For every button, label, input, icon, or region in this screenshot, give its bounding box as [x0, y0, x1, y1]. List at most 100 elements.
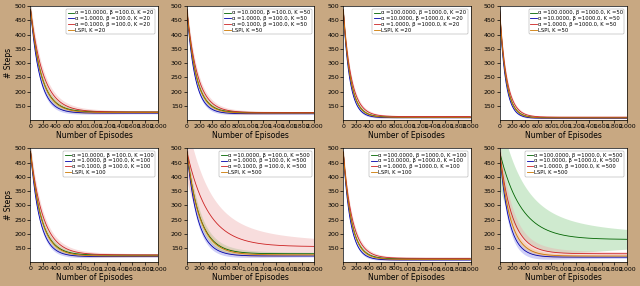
Line: α =10.0000, β =100.0, K =50: α =10.0000, β =100.0, K =50: [187, 10, 314, 113]
α =0.1000, β =100.0, K =500: [275, 244, 283, 247]
α =10.0000, β =100.0, K =20: [154, 110, 161, 114]
α =1.0000, β =100.0, K =100: [119, 255, 127, 258]
α =10.0000, β =100.0, K =50: [275, 111, 282, 114]
α =0.1000, β =100.0, K =500: [225, 231, 232, 235]
α =100.0000, β =1000.0, K =100: [431, 257, 439, 261]
LSPI, K =500: [576, 254, 584, 258]
LSPI, K =500: [623, 254, 630, 258]
α =1.0000, β =100.0, K =100: [154, 255, 161, 258]
α =1.0000, β =100.0, K =100: [27, 150, 35, 154]
α =10.0000, β =100.0, K =20: [68, 108, 76, 112]
α =0.1000, β =100.0, K =50: [275, 111, 283, 114]
LSPI, K =50: [310, 112, 318, 115]
α =10.0000, β =1000.0, K =500: [576, 255, 584, 259]
α =10.0000, β =1000.0, K =50: [537, 116, 545, 120]
α =1.0000, β =100.0, K =50: [263, 112, 271, 116]
α =100.0000, β =1000.0, K =50: [537, 116, 545, 119]
α =10.0000, β =1000.0, K =50: [576, 117, 584, 120]
α =1.0000, β =100.0, K =20: [68, 110, 76, 114]
Line: α =10.0000, β =100.0, K =500: α =10.0000, β =100.0, K =500: [187, 152, 314, 254]
Line: α =10.0000, β =1000.0, K =100: α =10.0000, β =1000.0, K =100: [343, 152, 470, 260]
α =100.0000, β =1000.0, K =500: [623, 238, 630, 241]
α =10.0000, β =100.0, K =50: [234, 110, 241, 114]
α =1.0000, β =1000.0, K =50: [546, 115, 554, 119]
Line: α =10.0000, β =1000.0, K =500: α =10.0000, β =1000.0, K =500: [500, 152, 627, 257]
LSPI, K =500: [546, 253, 554, 257]
LSPI, K =20: [27, 8, 35, 11]
α =100.0000, β =1000.0, K =20: [390, 115, 397, 119]
α =1.0000, β =100.0, K =20: [77, 111, 84, 114]
α =10.0000, β =100.0, K =500: [198, 221, 206, 225]
α =1.0000, β =1000.0, K =50: [588, 116, 595, 119]
α =10.0000, β =100.0, K =100: [154, 253, 161, 257]
Line: α =100.0000, β =1000.0, K =20: α =100.0000, β =1000.0, K =20: [343, 10, 470, 117]
LSPI, K =20: [390, 116, 397, 119]
LSPI, K =500: [588, 254, 596, 258]
α =1.0000, β =1000.0, K =500: [588, 252, 596, 255]
LSPI, K =500: [588, 254, 595, 258]
Line: LSPI, K =500: LSPI, K =500: [187, 152, 314, 255]
α =100.0000, β =1000.0, K =500: [588, 237, 595, 240]
α =0.1000, β =100.0, K =20: [68, 106, 76, 110]
α =10.0000, β =100.0, K =500: [263, 252, 271, 255]
α =1.0000, β =100.0, K =500: [263, 254, 271, 258]
LSPI, K =500: [496, 150, 504, 154]
α =1.0000, β =1000.0, K =20: [381, 114, 388, 118]
α =1.0000, β =100.0, K =50: [183, 8, 191, 11]
α =1.0000, β =1000.0, K =50: [588, 116, 596, 119]
α =1.0000, β =1000.0, K =500: [576, 252, 584, 255]
α =10.0000, β =1000.0, K =100: [467, 258, 474, 262]
LSPI, K =100: [77, 253, 84, 257]
α =10.0000, β =100.0, K =20: [107, 110, 115, 114]
α =1.0000, β =1000.0, K =50: [496, 8, 504, 12]
Line: α =10.0000, β =100.0, K =100: α =10.0000, β =100.0, K =100: [31, 152, 157, 255]
α =0.1000, β =100.0, K =100: [119, 253, 127, 257]
α =1.0000, β =100.0, K =100: [107, 255, 115, 258]
α =1.0000, β =100.0, K =20: [118, 112, 126, 115]
α =10.0000, β =1000.0, K =500: [537, 254, 545, 258]
α =0.1000, β =100.0, K =100: [68, 249, 76, 253]
α =1.0000, β =1000.0, K =100: [355, 237, 362, 240]
α =100.0000, β =1000.0, K =500: [588, 237, 596, 240]
LSPI, K =100: [432, 258, 440, 261]
α =1.0000, β =100.0, K =50: [275, 112, 283, 116]
LSPI, K =100: [419, 258, 427, 261]
LSPI, K =50: [275, 112, 282, 115]
α =100.0000, β =1000.0, K =500: [537, 225, 545, 229]
Line: α =100.0000, β =1000.0, K =100: α =100.0000, β =1000.0, K =100: [343, 152, 470, 259]
LSPI, K =20: [355, 103, 362, 107]
LSPI, K =50: [275, 112, 283, 115]
Line: α =1.0000, β =1000.0, K =500: α =1.0000, β =1000.0, K =500: [500, 152, 627, 254]
Line: α =1.0000, β =100.0, K =500: α =1.0000, β =100.0, K =500: [187, 152, 314, 256]
α =1.0000, β =1000.0, K =50: [537, 115, 545, 118]
α =10.0000, β =1000.0, K =100: [432, 258, 440, 262]
LSPI, K =20: [419, 116, 427, 119]
α =100.0000, β =1000.0, K =20: [339, 8, 347, 12]
α =1.0000, β =1000.0, K =500: [511, 221, 519, 225]
LSPI, K =20: [467, 116, 474, 119]
LSPI, K =100: [119, 254, 127, 258]
Line: LSPI, K =20: LSPI, K =20: [343, 10, 470, 118]
Legend: α =10.0000, β =100.0, K =50, α =1.0000, β =100.0, K =50, α =0.1000, β =100.0, K : α =10.0000, β =100.0, K =50, α =1.0000, …: [223, 9, 312, 34]
α =0.1000, β =100.0, K =50: [198, 86, 206, 90]
α =1.0000, β =1000.0, K =50: [511, 103, 519, 106]
α =0.1000, β =100.0, K =50: [234, 110, 241, 113]
α =10.0000, β =100.0, K =100: [68, 251, 76, 255]
α =1.0000, β =1000.0, K =500: [623, 252, 630, 255]
α =100.0000, β =1000.0, K =50: [576, 116, 584, 120]
Line: α =1.0000, β =1000.0, K =100: α =1.0000, β =1000.0, K =100: [343, 152, 470, 258]
X-axis label: Number of Episodes: Number of Episodes: [56, 130, 132, 140]
α =1.0000, β =100.0, K =500: [275, 254, 283, 258]
α =10.0000, β =100.0, K =20: [42, 86, 50, 90]
LSPI, K =100: [339, 150, 347, 154]
α =100.0000, β =1000.0, K =20: [355, 103, 362, 106]
α =1.0000, β =1000.0, K =100: [390, 256, 397, 260]
LSPI, K =50: [588, 116, 596, 120]
α =10.0000, β =100.0, K =50: [225, 110, 232, 113]
α =0.1000, β =100.0, K =20: [154, 110, 161, 114]
α =100.0000, β =1000.0, K =100: [390, 257, 397, 260]
α =100.0000, β =1000.0, K =50: [588, 116, 596, 120]
α =1.0000, β =100.0, K =50: [198, 97, 206, 100]
α =10.0000, β =100.0, K =500: [275, 252, 283, 255]
α =10.0000, β =100.0, K =20: [27, 8, 35, 11]
